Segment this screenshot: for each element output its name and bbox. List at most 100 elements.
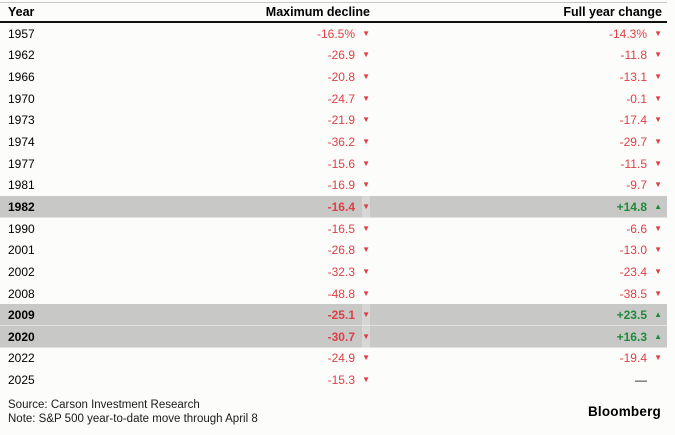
declines-table: Year Maximum decline Full year change 19… (0, 2, 667, 391)
source-note: Source: Carson Investment Research (8, 399, 200, 411)
change-value: +23.5 (616, 308, 647, 323)
data-note: Note: S&P 500 year-to-date move through … (8, 413, 258, 425)
decline-value: -15.6 (327, 156, 355, 171)
full-year-change-cell: -14.3% ▼ (370, 27, 667, 41)
table-row: 1966 -20.8 ▼ -13.1 ▼ (0, 66, 667, 88)
table-row: 1982 -16.4 ▼ +14.8 ▲ (0, 196, 667, 218)
decline-value: -16.5 (327, 221, 355, 236)
maximum-decline-cell: -32.3 ▼ (120, 265, 370, 279)
full-year-change-cell: -29.7 ▼ (370, 135, 667, 149)
table-header-row: Year Maximum decline Full year change (0, 2, 667, 20)
table-row: 1973 -21.9 ▼ -17.4 ▼ (0, 110, 667, 132)
table-row: 1962 -26.9 ▼ -11.8 ▼ (0, 45, 667, 67)
down-arrow-icon: ▼ (654, 93, 662, 103)
change-value: -11.5 (620, 156, 647, 171)
down-arrow-icon: ▼ (362, 223, 370, 233)
down-arrow-icon: ▼ (654, 288, 662, 298)
down-arrow-icon: ▼ (362, 331, 370, 341)
full-year-change-cell: -17.4 ▼ (370, 113, 667, 127)
down-arrow-icon: ▼ (654, 223, 662, 233)
column-header-maximum-decline: Maximum decline (265, 4, 370, 19)
table-row: 1981 -16.9 ▼ -9.7 ▼ (0, 174, 667, 196)
table-row: 2025 -15.3 ▼ — ▼ (0, 369, 667, 391)
down-arrow-icon: ▼ (362, 180, 370, 190)
change-value: -6.6 (626, 221, 647, 236)
down-arrow-icon: ▼ (362, 266, 370, 276)
down-arrow-icon: ▼ (654, 28, 662, 38)
decline-value: -25.1 (327, 308, 355, 323)
down-arrow-icon: ▼ (654, 115, 662, 125)
down-arrow-icon: ▼ (362, 201, 370, 211)
year-cell: 1990 (8, 221, 35, 236)
maximum-decline-cell: -15.3 ▼ (120, 373, 370, 387)
maximum-decline-cell: -24.7 ▼ (120, 92, 370, 106)
down-arrow-icon: ▼ (362, 93, 370, 103)
table-row: 2020 -30.7 ▼ +16.3 ▲ (0, 325, 667, 348)
down-arrow-icon: ▼ (654, 353, 662, 363)
change-value: -0.1 (626, 91, 647, 106)
down-arrow-icon: ▼ (654, 245, 662, 255)
change-value: -29.7 (619, 135, 647, 150)
decline-value: -16.9 (327, 178, 355, 193)
year-cell: 1977 (8, 156, 35, 171)
change-value: +16.3 (616, 329, 647, 344)
footnotes: Source: Carson Investment Research Note:… (8, 398, 258, 426)
year-cell: 1973 (8, 113, 35, 128)
decline-value: -48.8 (327, 286, 355, 301)
maximum-decline-cell: -26.9 ▼ (120, 48, 370, 62)
full-year-change-cell: -13.0 ▼ (370, 243, 667, 257)
table-row: 2002 -32.3 ▼ -23.4 ▼ (0, 261, 667, 283)
year-cell: 2025 (8, 373, 35, 388)
table-row: 1957 -16.5% ▼ -14.3% ▼ (0, 23, 667, 45)
down-arrow-icon: ▼ (362, 137, 370, 147)
maximum-decline-cell: -16.5 ▼ (120, 222, 370, 236)
change-value: -17.4 (619, 113, 647, 128)
bloomberg-logo: Bloomberg (587, 404, 661, 419)
up-arrow-icon: ▲ (654, 201, 662, 211)
full-year-change-cell: -19.4 ▼ (370, 351, 667, 365)
maximum-decline-cell: -25.1 ▼ (120, 308, 370, 322)
full-year-change-cell: +14.8 ▲ (370, 200, 667, 214)
up-arrow-icon: ▲ (654, 331, 662, 341)
table-row: 1990 -16.5 ▼ -6.6 ▼ (0, 218, 667, 240)
change-value: -23.4 (619, 264, 647, 279)
year-cell: 2008 (8, 286, 35, 301)
full-year-change-cell: -38.5 ▼ (370, 287, 667, 301)
down-arrow-icon: ▼ (362, 72, 370, 82)
decline-value: -36.2 (327, 135, 355, 150)
down-arrow-icon: ▼ (654, 72, 662, 82)
year-cell: 2009 (8, 308, 35, 323)
year-cell: 2020 (8, 329, 35, 344)
table-row: 1970 -24.7 ▼ -0.1 ▼ (0, 88, 667, 110)
year-cell: 1957 (8, 26, 35, 41)
full-year-change-cell: +23.5 ▲ (370, 308, 667, 322)
table-row: 2008 -48.8 ▼ -38.5 ▼ (0, 283, 667, 305)
maximum-decline-cell: -30.7 ▼ (120, 330, 370, 344)
down-arrow-icon: ▼ (654, 50, 662, 60)
year-cell: 1974 (8, 135, 35, 150)
maximum-decline-cell: -16.5% ▼ (120, 27, 370, 41)
full-year-change-cell: -11.5 ▼ (370, 157, 667, 171)
down-arrow-icon: ▼ (362, 353, 370, 363)
change-value: -14.3% (608, 26, 647, 41)
full-year-change-cell: -0.1 ▼ (370, 92, 667, 106)
year-cell: 1962 (8, 48, 35, 63)
full-year-change-cell: — ▼ (370, 373, 667, 387)
table-row: 2001 -26.8 ▼ -13.0 ▼ (0, 239, 667, 261)
decline-value: -26.8 (327, 243, 355, 258)
down-arrow-icon: ▼ (362, 245, 370, 255)
year-cell: 1981 (8, 178, 35, 193)
down-arrow-icon: ▼ (654, 158, 662, 168)
change-value: -11.8 (620, 48, 647, 63)
decline-value: -30.7 (327, 329, 355, 344)
decline-value: -16.4 (327, 199, 355, 214)
maximum-decline-cell: -36.2 ▼ (120, 135, 370, 149)
maximum-decline-cell: -26.8 ▼ (120, 243, 370, 257)
change-value: — (635, 373, 647, 388)
change-value: +14.8 (616, 199, 647, 214)
table-row: 1974 -36.2 ▼ -29.7 ▼ (0, 131, 667, 153)
maximum-decline-cell: -20.8 ▼ (120, 70, 370, 84)
header-divider (0, 21, 667, 23)
table-row: 2022 -24.9 ▼ -19.4 ▼ (0, 348, 667, 370)
maximum-decline-cell: -15.6 ▼ (120, 157, 370, 171)
